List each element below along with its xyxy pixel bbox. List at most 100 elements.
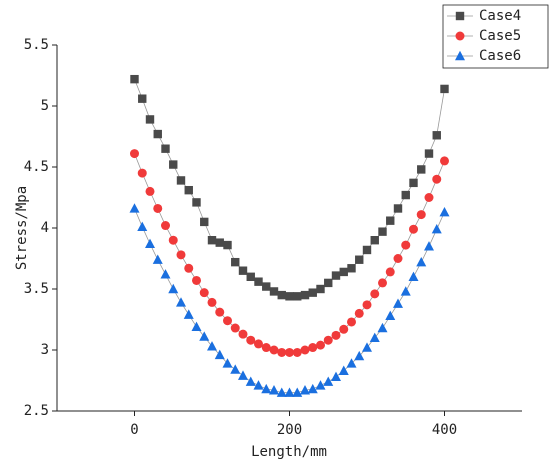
marker — [176, 250, 186, 260]
marker — [316, 340, 325, 350]
marker — [338, 365, 349, 375]
marker — [347, 317, 356, 327]
marker — [408, 271, 419, 281]
marker — [362, 300, 372, 310]
marker — [300, 385, 310, 395]
marker — [183, 309, 194, 319]
marker — [222, 358, 233, 368]
marker — [300, 290, 310, 300]
marker — [223, 316, 232, 326]
marker — [223, 240, 232, 250]
marker — [292, 347, 302, 357]
marker — [269, 345, 279, 355]
y-tick-label: 3 — [41, 342, 49, 358]
marker — [431, 224, 442, 234]
marker — [386, 216, 395, 225]
marker — [339, 267, 348, 277]
marker — [169, 160, 178, 169]
marker — [293, 292, 302, 301]
marker — [246, 335, 256, 345]
marker — [416, 210, 426, 220]
marker — [354, 308, 364, 318]
marker — [362, 342, 372, 352]
x-axis-title: Length/mm — [251, 444, 327, 460]
marker — [207, 236, 217, 245]
marker — [369, 332, 380, 342]
marker — [424, 241, 434, 251]
marker — [401, 190, 410, 200]
y-tick-label: 5 — [41, 98, 49, 114]
marker — [300, 345, 310, 355]
marker — [377, 322, 388, 333]
marker — [378, 278, 387, 288]
marker — [130, 149, 139, 159]
marker — [176, 176, 186, 185]
marker — [432, 131, 441, 140]
marker — [207, 341, 217, 351]
y-tick-label: 4.5 — [24, 159, 49, 175]
legend-label: Case5 — [479, 28, 521, 44]
marker — [432, 174, 442, 184]
marker — [254, 277, 263, 286]
marker — [323, 335, 333, 345]
marker — [362, 245, 372, 255]
marker — [346, 358, 357, 368]
marker — [152, 254, 163, 264]
x-tick-label: 400 — [432, 422, 457, 438]
marker — [285, 292, 294, 301]
marker — [417, 165, 426, 174]
marker — [138, 94, 147, 103]
legend-marker — [455, 50, 465, 61]
marker — [416, 256, 427, 267]
marker — [145, 238, 155, 249]
series-line — [134, 79, 445, 297]
marker — [400, 286, 411, 296]
marker — [191, 321, 202, 332]
marker — [215, 238, 224, 247]
marker — [331, 330, 341, 340]
marker — [277, 290, 286, 300]
marker — [145, 186, 155, 196]
legend-label: Case4 — [479, 8, 521, 24]
marker — [261, 343, 271, 353]
marker — [207, 297, 217, 307]
marker — [424, 149, 434, 158]
marker — [246, 272, 255, 281]
marker — [316, 284, 325, 294]
marker — [269, 287, 279, 296]
marker — [370, 236, 379, 245]
x-tick-label: 200 — [277, 422, 302, 438]
marker — [393, 204, 403, 213]
marker — [230, 323, 240, 333]
marker — [145, 115, 155, 124]
marker — [393, 298, 403, 308]
marker — [176, 297, 186, 307]
y-tick-label: 4 — [41, 220, 49, 236]
marker — [192, 275, 201, 285]
y-axis-title: Stress/Mpa — [14, 186, 30, 270]
x-tick-label: 0 — [130, 422, 138, 438]
marker — [276, 387, 287, 397]
marker — [331, 371, 341, 382]
marker — [137, 221, 148, 231]
marker — [214, 349, 225, 360]
marker — [261, 383, 272, 394]
marker — [440, 156, 449, 166]
y-tick-label: 2.5 — [24, 403, 49, 419]
marker — [324, 278, 333, 288]
marker — [393, 254, 403, 263]
marker — [331, 271, 341, 280]
y-tick-label: 5.5 — [24, 37, 49, 53]
marker — [262, 282, 271, 291]
marker — [137, 168, 147, 178]
marker — [168, 283, 179, 294]
marker — [230, 364, 241, 374]
marker — [285, 347, 294, 357]
marker — [292, 387, 303, 397]
marker — [439, 206, 450, 217]
y-tick-label: 3.5 — [24, 281, 49, 297]
marker — [385, 267, 395, 277]
marker — [253, 380, 264, 390]
marker — [354, 350, 365, 361]
marker — [168, 235, 178, 245]
